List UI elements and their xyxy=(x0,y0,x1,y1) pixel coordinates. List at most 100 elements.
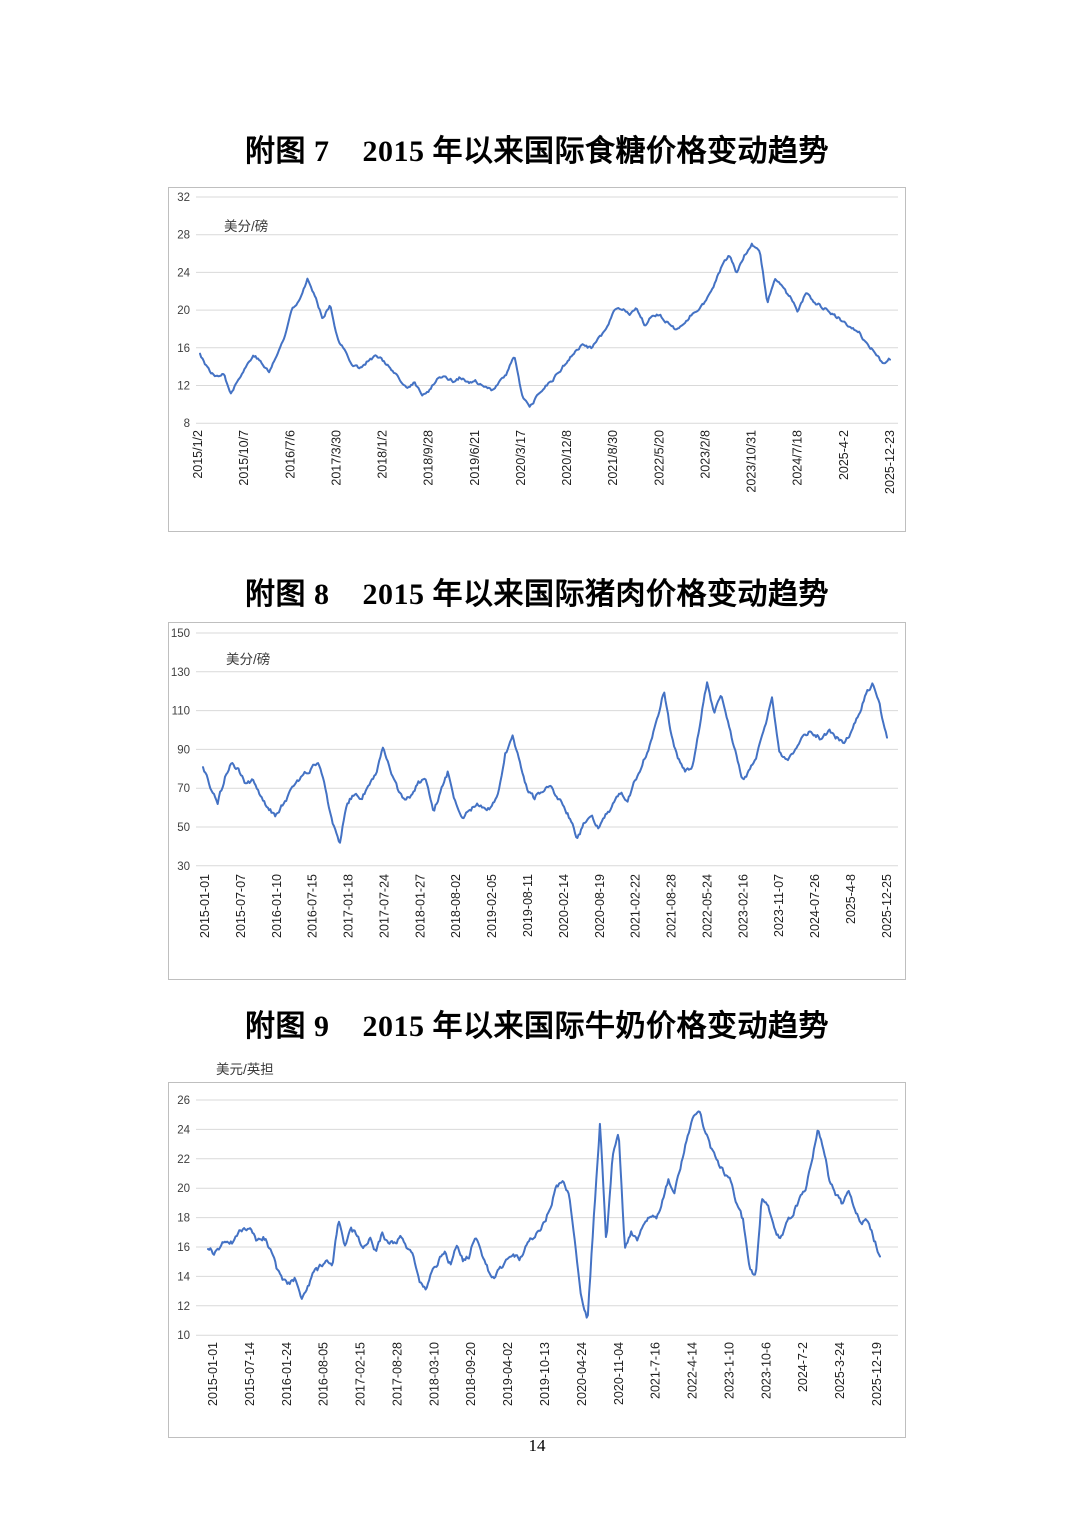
price-trend-svg: 32 28 24 20 16 12 8 美分/磅 2015/1/2 2015/10/7 2016/7… xyxy=(168,187,906,532)
x-tick-label: 2018-01-27 xyxy=(413,874,427,938)
x-tick-label: 2022-4-14 xyxy=(686,1342,700,1399)
x-tick-label: 2022-05-24 xyxy=(701,874,715,938)
x-tick-label: 2017-02-15 xyxy=(354,1342,368,1406)
x-tick-label: 2025-12-25 xyxy=(880,874,894,938)
x-tick-label: 2021-02-22 xyxy=(629,874,643,938)
y-tick-label: 18 xyxy=(177,1213,190,1225)
y-tick-label: 24 xyxy=(177,267,190,279)
x-tick-label: 2023/10/31 xyxy=(745,430,759,493)
x-tick-label: 2019/6/21 xyxy=(468,430,482,486)
price-line xyxy=(202,681,888,844)
x-tick-label: 2015-01-01 xyxy=(198,874,212,938)
y-tick-label: 14 xyxy=(177,1271,190,1283)
x-tick-label: 2023-11-07 xyxy=(772,874,786,937)
y-tick-label: 20 xyxy=(177,1183,190,1195)
x-tick-label: 2016-07-15 xyxy=(306,874,320,938)
x-tick-label: 2025-3-24 xyxy=(833,1342,847,1399)
x-tick-label: 2019-10-13 xyxy=(538,1342,552,1406)
x-tick-label: 2020-08-19 xyxy=(593,874,607,938)
y-tick-label: 150 xyxy=(171,628,190,640)
x-tick-label: 2015-07-07 xyxy=(234,874,248,938)
unit-label: 美分/磅 xyxy=(226,651,270,667)
x-tick-label: 2016-01-10 xyxy=(270,874,284,938)
x-tick-label: 2022/5/20 xyxy=(652,430,666,486)
x-tick-label: 2021/8/30 xyxy=(606,430,620,486)
x-tick-label: 2018/1/2 xyxy=(376,430,390,479)
figure-8-title: 附图 8 2015 年以来国际猪肉价格变动趋势 xyxy=(0,569,1074,613)
x-tick-label: 2019-04-02 xyxy=(501,1342,515,1406)
x-tick-label: 2024-7-2 xyxy=(796,1342,810,1392)
figure-9-title-text: 2015 年以来国际牛奶价格变动趋势 xyxy=(362,1010,829,1043)
y-tick-label: 26 xyxy=(177,1095,190,1107)
x-tick-label: 2025-12-23 xyxy=(883,430,897,494)
x-tick-label: 2017/3/30 xyxy=(329,430,343,486)
x-tick-label: 2015/1/2 xyxy=(191,430,205,479)
x-tick-label: 2025-4-2 xyxy=(837,430,851,480)
y-tick-label: 20 xyxy=(177,305,190,317)
x-tick-label: 2020/12/8 xyxy=(560,430,574,486)
y-tick-label: 16 xyxy=(177,1242,190,1254)
x-tick-label: 2023-10-6 xyxy=(759,1342,773,1399)
y-tick-label: 10 xyxy=(177,1330,190,1342)
figure-7-title: 附图 7 2015 年以来国际食糖价格变动趋势 xyxy=(0,126,1074,170)
y-tick-label: 130 xyxy=(171,667,190,679)
unit-label: 美元/英担 xyxy=(216,1061,274,1077)
y-tick-label: 28 xyxy=(177,230,190,242)
x-tick-label: 2024/7/18 xyxy=(791,430,805,486)
x-tick-label: 2020/3/17 xyxy=(514,430,528,486)
x-tick-label: 2024-07-26 xyxy=(808,874,822,938)
x-tick-label: 2016-08-05 xyxy=(317,1342,331,1406)
y-axis: 150 130 110 90 70 50 30 xyxy=(171,628,898,873)
y-tick-label: 24 xyxy=(177,1124,190,1136)
figure-7-label: 附图 7 xyxy=(245,135,330,168)
x-tick-label: 2019-02-05 xyxy=(485,874,499,938)
x-tick-label: 2017-08-28 xyxy=(390,1342,404,1406)
x-axis: 2015/1/2 2015/10/7 2016/7/6 2017/3/30 2018/1… xyxy=(191,430,897,494)
y-tick-label: 12 xyxy=(177,1301,190,1313)
figure-7-title-text: 2015 年以来国际食糖价格变动趋势 xyxy=(362,135,829,168)
x-tick-label: 2018-09-20 xyxy=(464,1342,478,1406)
y-tick-label: 16 xyxy=(177,343,190,355)
y-tick-label: 70 xyxy=(177,783,190,795)
x-tick-label: 2015-07-14 xyxy=(243,1342,257,1406)
x-tick-label: 2021-08-28 xyxy=(665,874,679,938)
x-axis: 2015-01-01 2015-07-14 2016-01-24 2016-08-05… xyxy=(206,1342,884,1406)
x-tick-label: 2023-02-16 xyxy=(736,874,750,938)
figure-8-title-text: 2015 年以来国际猪肉价格变动趋势 xyxy=(362,578,829,611)
figure-9-title: 附图 9 2015 年以来国际牛奶价格变动趋势 xyxy=(0,1001,1074,1045)
x-tick-label: 2017-07-24 xyxy=(377,874,391,938)
y-tick-label: 110 xyxy=(172,706,190,718)
x-tick-label: 2021-7-16 xyxy=(649,1342,663,1399)
y-tick-label: 8 xyxy=(184,418,190,430)
x-tick-label: 2016/7/6 xyxy=(283,430,297,479)
x-tick-label: 2020-11-04 xyxy=(612,1342,626,1405)
x-tick-label: 2015-01-01 xyxy=(206,1342,220,1406)
y-tick-label: 12 xyxy=(177,381,190,393)
sugar-price-chart: 32 28 24 20 16 12 8 美分/磅 2015/1/2 2015/10/7 2016/7… xyxy=(168,187,906,537)
price-line xyxy=(207,1110,881,1319)
x-tick-label: 2020-04-24 xyxy=(575,1342,589,1406)
price-line xyxy=(199,242,891,408)
y-tick-label: 32 xyxy=(177,192,190,204)
y-tick-label: 90 xyxy=(177,744,190,756)
x-tick-label: 2018/9/28 xyxy=(422,430,436,486)
x-tick-label: 2025-4-8 xyxy=(844,874,858,924)
x-tick-label: 2023-1-10 xyxy=(723,1342,737,1399)
x-tick-label: 2020-02-14 xyxy=(557,874,571,938)
chart-border xyxy=(168,1082,906,1438)
x-tick-label: 2015/10/7 xyxy=(237,430,251,486)
x-tick-label: 2018-08-02 xyxy=(449,874,463,938)
y-axis: 26 24 22 20 18 16 14 12 10 xyxy=(177,1095,898,1342)
x-tick-label: 2025-12-19 xyxy=(870,1342,884,1406)
x-tick-label: 2017-01-18 xyxy=(342,874,356,938)
y-tick-label: 22 xyxy=(177,1154,190,1166)
page-number: 14 xyxy=(528,1436,546,1455)
x-tick-label: 2019-08-11 xyxy=(521,874,535,937)
figure-9-label: 附图 9 xyxy=(245,1010,330,1043)
figure-8-label: 附图 8 xyxy=(245,578,330,611)
x-tick-label: 2016-01-24 xyxy=(280,1342,294,1406)
price-trend-svg: 150 130 110 90 70 50 30 美分/磅 2015-01-01 2015-07-0… xyxy=(168,622,906,980)
y-tick-label: 30 xyxy=(177,861,190,873)
price-trend-svg: 26 24 22 20 18 16 14 12 10 美元/英担 2015-01-01 2015-07… xyxy=(168,1061,906,1438)
